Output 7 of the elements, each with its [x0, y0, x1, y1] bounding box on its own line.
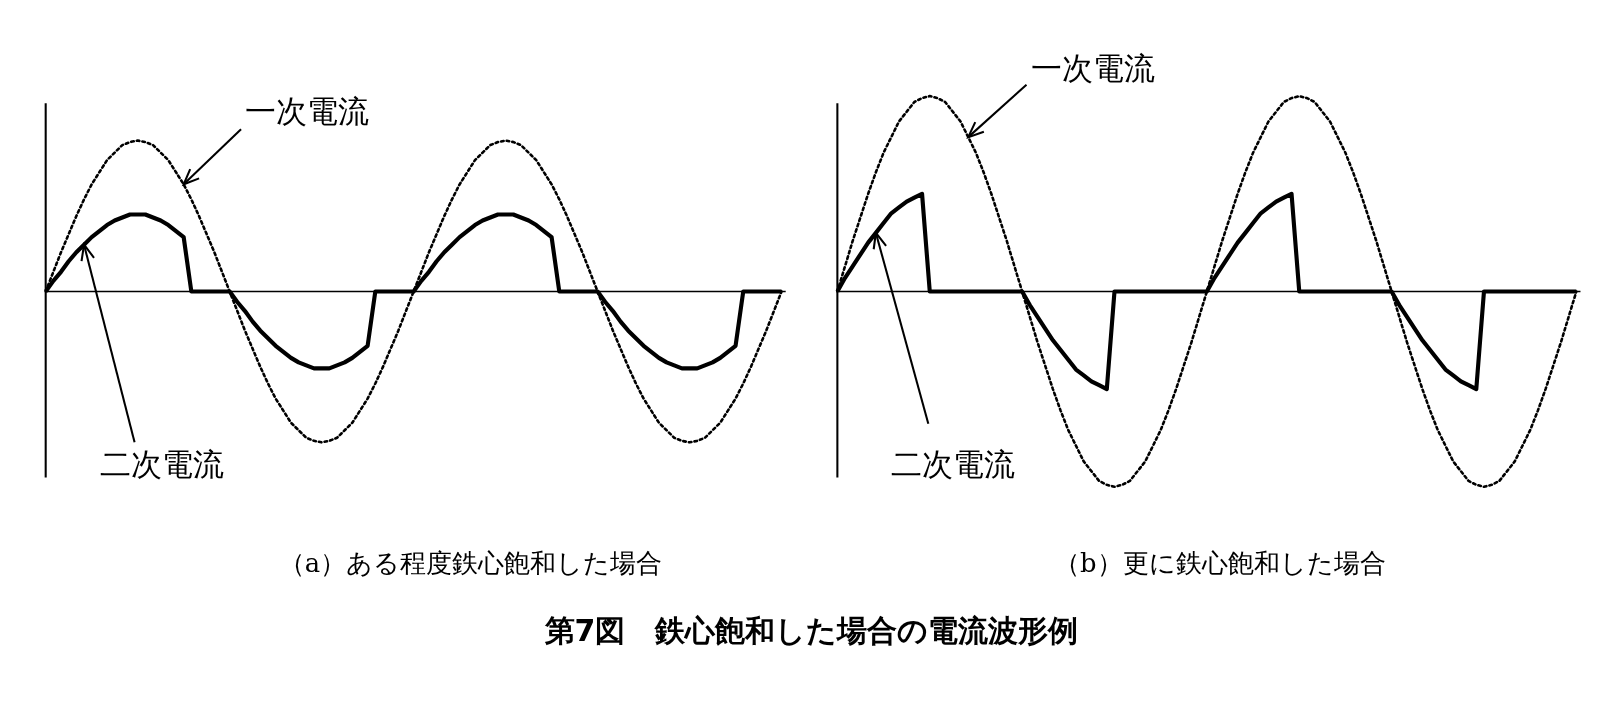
text: 一次電流: [245, 92, 370, 129]
text: 二次電流: [891, 446, 1016, 483]
text: （a）ある程度鉄心飽和した場合: [278, 547, 663, 578]
text: （b）更に鉄心飽和した場合: [1054, 547, 1386, 578]
text: 二次電流: [100, 446, 225, 483]
text: 一次電流: [1030, 49, 1155, 86]
text: 第7図 鉄心飽和した場合の電流波形例: [543, 612, 1079, 648]
